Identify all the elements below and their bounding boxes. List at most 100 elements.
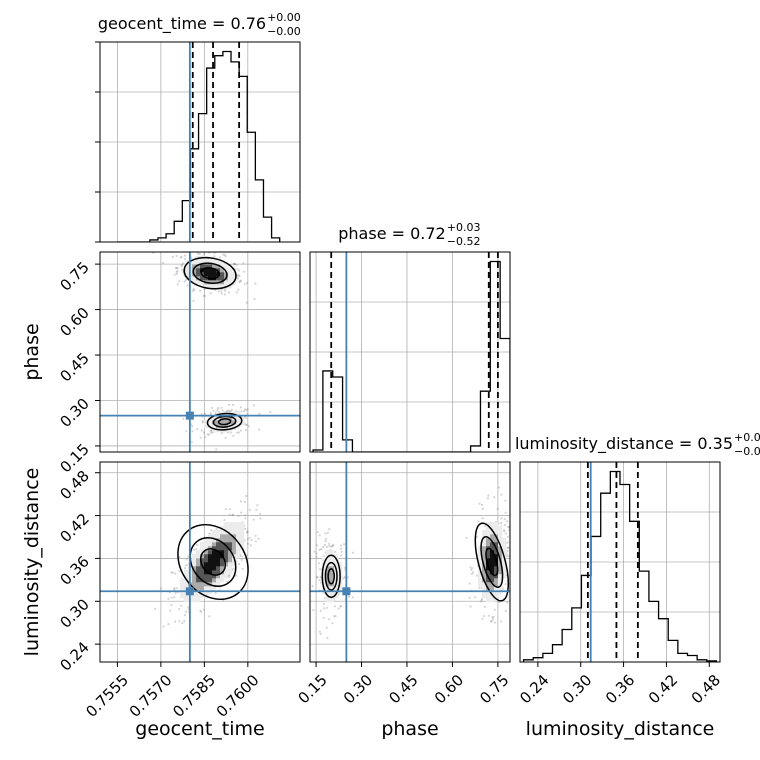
density-cell [224, 546, 229, 551]
sample-point [246, 538, 249, 541]
density-cell [216, 542, 221, 547]
density-cell [490, 522, 495, 527]
contour-line [192, 262, 228, 284]
density-cell [326, 558, 331, 563]
density-cell [192, 276, 197, 281]
sample-point [167, 597, 170, 601]
truth-marker [185, 411, 194, 420]
density-panel-phase-luminosity_distance [309, 461, 517, 663]
density-cell [498, 546, 503, 551]
density-cell [498, 554, 503, 559]
density-cell [196, 554, 201, 559]
sample-point [199, 289, 202, 292]
density-cell [490, 586, 495, 591]
panel-frame [309, 461, 511, 663]
density-cell [216, 574, 221, 579]
y-axis-label: luminosity_distance [21, 468, 43, 657]
density-cell [236, 522, 241, 527]
sample-point [169, 609, 172, 612]
sample-point [348, 595, 351, 598]
sample-point [203, 288, 206, 291]
sample-point [484, 524, 487, 528]
x-tick-label: 0.7570 [126, 671, 176, 721]
density-cell [232, 530, 237, 535]
density-cell [482, 594, 487, 599]
sample-point [253, 297, 256, 300]
sample-point [320, 548, 323, 551]
density-cell [212, 554, 217, 559]
density-cell [196, 578, 201, 583]
density-cell [236, 530, 241, 535]
sample-point [504, 583, 507, 586]
density-cell [224, 574, 229, 579]
density-cell [220, 268, 225, 273]
density-cell [204, 550, 209, 555]
sample-point [244, 517, 247, 520]
x-tick-label: 0.15 [294, 671, 330, 707]
density-cell [228, 276, 233, 281]
sample-point [248, 536, 251, 539]
density-content [100, 462, 300, 662]
density-cell [494, 562, 499, 567]
sample-point [322, 616, 325, 620]
sample-point [339, 544, 342, 547]
sample-point [325, 545, 329, 549]
density-cell [180, 582, 185, 587]
sample-point [506, 535, 509, 538]
sample-point [246, 530, 249, 533]
sample-point [319, 609, 322, 612]
sample-point [190, 249, 192, 251]
sample-point [333, 615, 336, 618]
sample-point [183, 254, 187, 257]
sample-point [196, 252, 200, 255]
density-cell [334, 586, 339, 591]
sample-point [187, 606, 190, 609]
sample-point [469, 566, 472, 569]
density-cell [220, 546, 225, 551]
hist-panel-phase [309, 251, 511, 453]
density-cell [220, 574, 225, 579]
contour-line [217, 418, 232, 426]
density-cell [478, 546, 483, 551]
sample-point [244, 408, 247, 411]
sample-point [479, 600, 482, 603]
sample-point [506, 520, 509, 523]
sample-point [176, 267, 179, 270]
x-axis-label: geocent_time [135, 718, 264, 740]
density-cell [486, 526, 491, 531]
density-cell [200, 566, 205, 571]
sample-point [174, 592, 177, 595]
sample-point [500, 517, 503, 520]
density-cell [334, 594, 339, 599]
density-cell [192, 574, 197, 579]
sample-point [480, 599, 483, 602]
density-panel-geocent_time-luminosity_distance [99, 461, 301, 663]
density-cell [208, 534, 213, 539]
density-cell [212, 530, 217, 535]
sample-point [502, 529, 506, 532]
density-cell [232, 522, 237, 527]
density-cell [224, 570, 229, 575]
sample-point [227, 409, 230, 412]
density-cell [204, 260, 209, 265]
sample-point [328, 528, 331, 531]
title-luminosity_distance: luminosity_distance = 0.35+0.03−0.04 [515, 431, 760, 458]
sample-point [487, 614, 490, 617]
sample-point [515, 564, 517, 566]
y-tick-label: 0.48 [56, 467, 92, 503]
sample-point [174, 266, 177, 270]
density-cell [204, 578, 209, 583]
density-cell [334, 574, 339, 579]
sample-point [235, 574, 238, 577]
density-cell [208, 550, 213, 555]
sample-point [339, 547, 343, 550]
density-cell [216, 260, 221, 265]
density-cell [220, 264, 225, 269]
truth-marker [342, 587, 351, 596]
density-cell [192, 582, 197, 587]
density-cell [204, 420, 209, 425]
y-tick-label: 0.60 [56, 304, 92, 340]
density-cell [502, 546, 507, 551]
sample-point [220, 432, 223, 435]
density-cell [212, 428, 217, 433]
